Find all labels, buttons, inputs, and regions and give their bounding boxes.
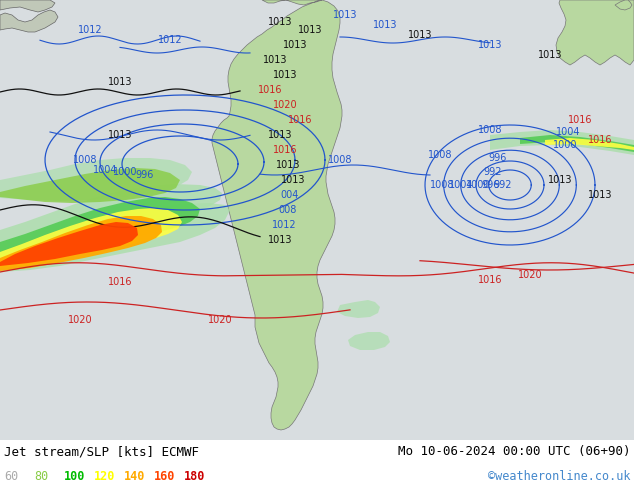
Text: 160: 160 (154, 469, 176, 483)
Polygon shape (0, 10, 58, 32)
Polygon shape (0, 0, 634, 440)
Text: 1000: 1000 (113, 167, 137, 177)
Text: 1008: 1008 (478, 125, 502, 135)
Text: 1013: 1013 (373, 20, 398, 30)
Text: 1013: 1013 (548, 175, 573, 185)
Text: 996: 996 (481, 180, 500, 190)
Text: 004: 004 (281, 190, 299, 200)
Polygon shape (0, 222, 138, 266)
Polygon shape (337, 300, 380, 318)
Text: 1013: 1013 (273, 70, 297, 80)
Polygon shape (0, 208, 182, 268)
Text: 1012: 1012 (78, 25, 102, 35)
Text: 1004: 1004 (449, 180, 473, 190)
Text: 996: 996 (136, 170, 154, 180)
Text: 1004: 1004 (93, 165, 117, 175)
Text: 100: 100 (64, 469, 86, 483)
Text: 996: 996 (489, 153, 507, 163)
Text: 1013: 1013 (588, 190, 612, 200)
Text: 1020: 1020 (68, 315, 93, 325)
Text: 1013: 1013 (268, 130, 292, 140)
Text: 1008: 1008 (328, 155, 353, 165)
Polygon shape (0, 197, 200, 264)
Text: 1020: 1020 (518, 270, 542, 280)
Text: 1020: 1020 (273, 100, 297, 110)
Text: 1013: 1013 (538, 50, 562, 60)
Text: 1008: 1008 (73, 155, 97, 165)
Bar (0, 440, 634, 490)
Text: 992: 992 (484, 167, 502, 177)
Text: 1013: 1013 (262, 55, 287, 65)
Text: 1012: 1012 (272, 220, 296, 230)
Text: 1004: 1004 (556, 127, 580, 137)
Text: 1016: 1016 (288, 115, 313, 125)
Polygon shape (0, 158, 192, 201)
Text: 1012: 1012 (158, 35, 183, 45)
Text: 1013: 1013 (408, 30, 432, 40)
Text: 1016: 1016 (108, 277, 133, 287)
Polygon shape (490, 130, 634, 155)
Text: 1013: 1013 (298, 25, 322, 35)
Text: 1016: 1016 (273, 145, 297, 155)
Text: 1013: 1013 (281, 175, 305, 185)
Text: 1008: 1008 (430, 180, 455, 190)
Text: 1013: 1013 (333, 10, 357, 20)
Text: 1020: 1020 (208, 315, 232, 325)
Text: Jet stream/SLP [kts] ECMWF: Jet stream/SLP [kts] ECMWF (4, 445, 199, 459)
Polygon shape (0, 0, 55, 12)
Text: 1013: 1013 (108, 130, 133, 140)
Polygon shape (212, 0, 342, 430)
Text: ©weatheronline.co.uk: ©weatheronline.co.uk (488, 469, 630, 483)
Polygon shape (615, 0, 632, 10)
Text: 1013: 1013 (268, 235, 292, 245)
Text: 120: 120 (94, 469, 115, 483)
Text: 992: 992 (494, 180, 512, 190)
Text: 1013: 1013 (268, 17, 292, 27)
Text: 1016: 1016 (478, 275, 502, 285)
Text: 1000: 1000 (553, 140, 577, 150)
Text: Mo 10-06-2024 00:00 UTC (06+90): Mo 10-06-2024 00:00 UTC (06+90) (398, 445, 630, 459)
Polygon shape (348, 332, 390, 350)
Text: 008: 008 (279, 205, 297, 215)
Text: 80: 80 (34, 469, 48, 483)
Text: 1013: 1013 (478, 40, 502, 50)
Polygon shape (545, 138, 634, 150)
Polygon shape (0, 0, 634, 440)
Text: 1000: 1000 (466, 180, 490, 190)
Polygon shape (520, 135, 634, 152)
Text: 180: 180 (184, 469, 205, 483)
Polygon shape (0, 203, 230, 272)
Text: 1013: 1013 (276, 160, 301, 170)
Text: 1016: 1016 (588, 135, 612, 145)
Text: 60: 60 (4, 469, 18, 483)
Text: 1016: 1016 (568, 115, 592, 125)
Text: 1013: 1013 (283, 40, 307, 50)
Polygon shape (0, 168, 180, 203)
Polygon shape (0, 184, 222, 252)
Text: 1016: 1016 (258, 85, 282, 95)
Text: 1013: 1013 (108, 77, 133, 87)
Polygon shape (0, 216, 162, 271)
Text: 1008: 1008 (428, 150, 452, 160)
Text: 140: 140 (124, 469, 145, 483)
Polygon shape (556, 0, 634, 65)
